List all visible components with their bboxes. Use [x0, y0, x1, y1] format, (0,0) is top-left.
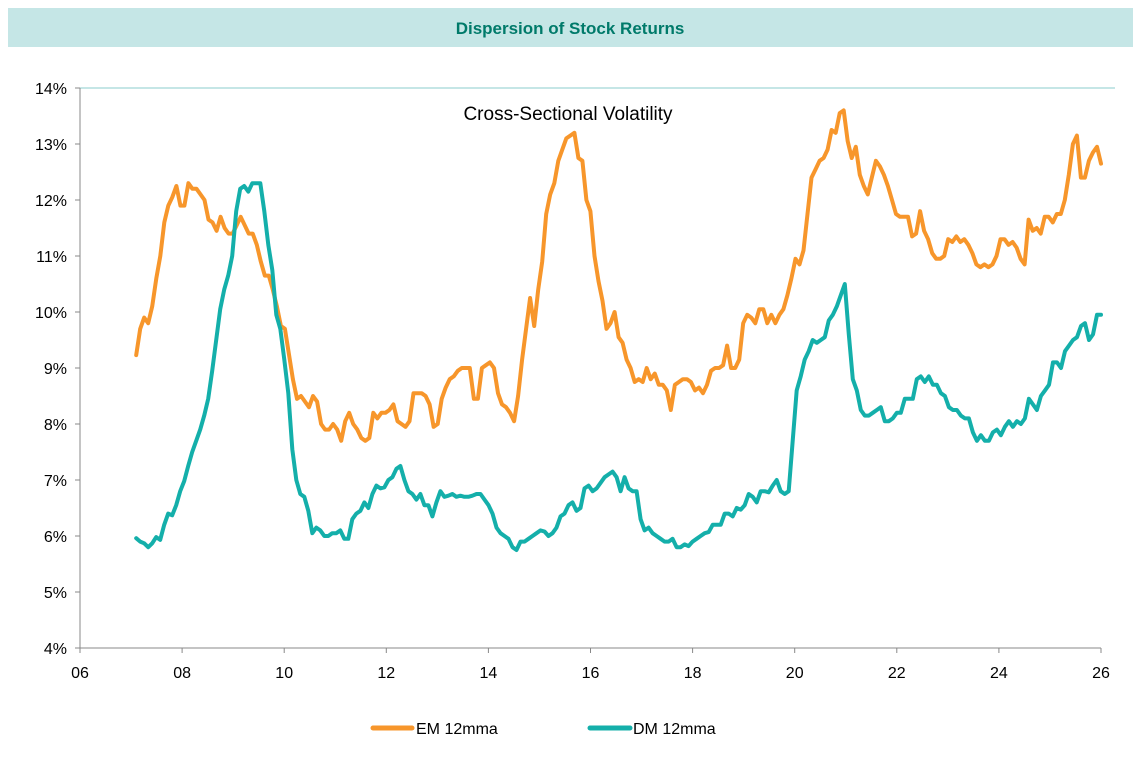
- x-tick-label: 06: [71, 665, 89, 682]
- x-tick-label: 14: [480, 665, 498, 682]
- em-series-line: [134, 108, 1103, 443]
- y-tick-label: 13%: [35, 137, 67, 154]
- x-tick-label: 24: [990, 665, 1008, 682]
- y-tick-label: 9%: [44, 361, 67, 378]
- title-bar: [8, 8, 1133, 47]
- y-tick-label: 11%: [36, 249, 67, 266]
- x-tick-label: 22: [888, 665, 906, 682]
- x-tick-label: 08: [173, 665, 191, 682]
- legend-em-label: EM 12mma: [416, 721, 498, 738]
- x-tick-label: 20: [786, 665, 804, 682]
- y-tick-label: 12%: [35, 193, 67, 210]
- y-tick-label: 5%: [44, 585, 67, 602]
- x-tick-label: 12: [377, 665, 395, 682]
- y-tick-label: 8%: [44, 417, 67, 434]
- legend-dm-label: DM 12mma: [633, 721, 716, 738]
- chart-annotation: Cross-Sectional Volatility: [463, 104, 673, 125]
- x-tick-label: 18: [684, 665, 702, 682]
- y-tick-label: 7%: [44, 473, 67, 490]
- y-tick-label: 10%: [35, 305, 67, 322]
- dm-series-line: [134, 181, 1103, 552]
- y-tick-label: 14%: [35, 81, 67, 98]
- x-tick-label: 16: [582, 665, 600, 682]
- x-tick-label: 26: [1092, 665, 1110, 682]
- chart-title: Dispersion of Stock Returns: [456, 19, 685, 38]
- x-tick-label: 10: [275, 665, 293, 682]
- y-tick-label: 4%: [44, 641, 67, 658]
- legend: EM 12mma DM 12mma: [370, 721, 716, 738]
- y-tick-label: 6%: [44, 529, 67, 546]
